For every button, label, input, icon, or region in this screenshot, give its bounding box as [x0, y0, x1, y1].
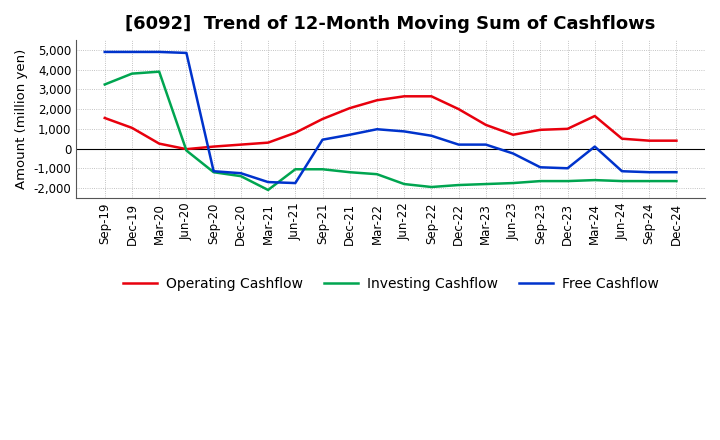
Operating Cashflow [482, 122, 490, 128]
Free Cashflow [127, 49, 136, 55]
Free Cashflow [264, 180, 272, 185]
Free Cashflow [618, 169, 626, 174]
Operating Cashflow [237, 142, 246, 147]
Investing Cashflow [454, 183, 463, 188]
Operating Cashflow [210, 144, 218, 149]
Operating Cashflow [127, 125, 136, 131]
Investing Cashflow [155, 69, 163, 74]
Line: Free Cashflow: Free Cashflow [104, 52, 676, 183]
Investing Cashflow [346, 169, 354, 175]
Title: [6092]  Trend of 12-Month Moving Sum of Cashflows: [6092] Trend of 12-Month Moving Sum of C… [125, 15, 656, 33]
Legend: Operating Cashflow, Investing Cashflow, Free Cashflow: Operating Cashflow, Investing Cashflow, … [117, 271, 664, 296]
Free Cashflow [427, 133, 436, 138]
Operating Cashflow [645, 138, 654, 143]
Line: Operating Cashflow: Operating Cashflow [104, 96, 676, 149]
Free Cashflow [400, 129, 408, 134]
Free Cashflow [100, 49, 109, 55]
Investing Cashflow [264, 187, 272, 193]
Operating Cashflow [182, 147, 191, 152]
Operating Cashflow [563, 126, 572, 132]
Investing Cashflow [427, 184, 436, 190]
Operating Cashflow [346, 106, 354, 111]
Investing Cashflow [237, 173, 246, 179]
Operating Cashflow [590, 114, 599, 119]
Investing Cashflow [590, 177, 599, 183]
Operating Cashflow [318, 116, 327, 121]
Free Cashflow [155, 49, 163, 55]
Free Cashflow [454, 142, 463, 147]
Operating Cashflow [509, 132, 518, 137]
Investing Cashflow [645, 179, 654, 184]
Free Cashflow [672, 169, 680, 175]
Operating Cashflow [155, 141, 163, 146]
Investing Cashflow [127, 71, 136, 76]
Investing Cashflow [536, 179, 544, 184]
Free Cashflow [373, 127, 382, 132]
Free Cashflow [563, 165, 572, 171]
Investing Cashflow [672, 179, 680, 184]
Operating Cashflow [400, 94, 408, 99]
Free Cashflow [182, 50, 191, 55]
Operating Cashflow [672, 138, 680, 143]
Investing Cashflow [100, 82, 109, 87]
Operating Cashflow [373, 98, 382, 103]
Investing Cashflow [373, 172, 382, 177]
Free Cashflow [210, 169, 218, 174]
Investing Cashflow [618, 179, 626, 184]
Investing Cashflow [318, 167, 327, 172]
Operating Cashflow [536, 127, 544, 132]
Operating Cashflow [100, 115, 109, 121]
Free Cashflow [237, 171, 246, 176]
Free Cashflow [318, 137, 327, 142]
Investing Cashflow [509, 180, 518, 186]
Free Cashflow [536, 165, 544, 170]
Free Cashflow [291, 180, 300, 186]
Operating Cashflow [618, 136, 626, 141]
Free Cashflow [645, 169, 654, 175]
Investing Cashflow [482, 181, 490, 187]
Investing Cashflow [210, 169, 218, 175]
Line: Investing Cashflow: Investing Cashflow [104, 72, 676, 190]
Free Cashflow [509, 151, 518, 156]
Investing Cashflow [400, 181, 408, 187]
Operating Cashflow [291, 130, 300, 136]
Investing Cashflow [563, 179, 572, 184]
Y-axis label: Amount (million yen): Amount (million yen) [15, 49, 28, 189]
Free Cashflow [346, 132, 354, 137]
Investing Cashflow [182, 148, 191, 153]
Investing Cashflow [291, 167, 300, 172]
Free Cashflow [482, 142, 490, 147]
Free Cashflow [590, 144, 599, 149]
Operating Cashflow [427, 94, 436, 99]
Operating Cashflow [454, 106, 463, 112]
Operating Cashflow [264, 140, 272, 145]
